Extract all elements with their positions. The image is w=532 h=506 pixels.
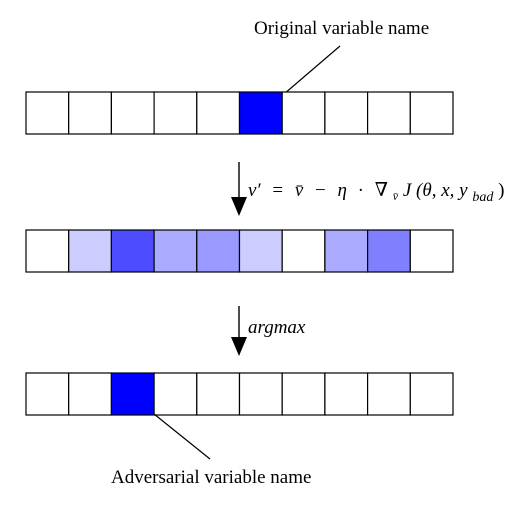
adversarial-row-cell bbox=[110, 372, 155, 416]
original-row-cell bbox=[25, 91, 70, 135]
gradient-row-cell bbox=[409, 229, 454, 273]
original-row-cell bbox=[196, 91, 241, 135]
formula-v-prime: v′ bbox=[248, 180, 261, 201]
gradient-row-cell bbox=[196, 229, 241, 273]
original-row bbox=[25, 91, 454, 135]
gradient-row-cell bbox=[110, 229, 155, 273]
adversarial-row bbox=[25, 372, 454, 416]
gradient-row bbox=[25, 229, 454, 273]
adversarial-row-cell bbox=[409, 372, 454, 416]
original-label: Original variable name bbox=[254, 18, 429, 39]
adversarial-row-cell bbox=[25, 372, 70, 416]
original-row-cell bbox=[367, 91, 411, 135]
formula-v-bar: v̄ bbox=[295, 180, 304, 201]
formula-minus: − bbox=[315, 180, 326, 201]
formula-args: (θ, x, y bbox=[416, 180, 468, 201]
original-row-cell bbox=[238, 91, 283, 135]
formula-bad-subscript: bad bbox=[472, 190, 494, 205]
adversarial-row-cell bbox=[367, 372, 411, 416]
formula-eta: η bbox=[337, 180, 346, 201]
formula-close-paren: ) bbox=[498, 180, 504, 201]
adversarial-row-cell bbox=[68, 372, 112, 416]
adversarial-row-cell bbox=[238, 372, 283, 416]
adversarial-row-cell bbox=[324, 372, 369, 416]
formula-J: J bbox=[403, 180, 413, 201]
argmax-step-arrow bbox=[231, 306, 247, 356]
gradient-row-cell bbox=[153, 229, 198, 273]
gradient-row-cell bbox=[367, 229, 411, 273]
original-row-cell bbox=[68, 91, 112, 135]
original-row-cell bbox=[110, 91, 155, 135]
adversarial-row-cell bbox=[196, 372, 241, 416]
formula-nabla: ∇ bbox=[375, 180, 388, 201]
original-row-cell bbox=[324, 91, 369, 135]
adversarial-callout-line bbox=[153, 413, 211, 460]
formula-nabla-subscript: v̄ bbox=[393, 189, 399, 203]
adversarial-label: Adversarial variable name bbox=[111, 467, 311, 488]
gradient-row-cell bbox=[324, 229, 369, 273]
argmax-label: argmax bbox=[248, 317, 306, 338]
original-callout-line bbox=[283, 45, 341, 95]
gradient-row-cell bbox=[238, 229, 283, 273]
adversarial-row-cell bbox=[281, 372, 326, 416]
original-row-cell bbox=[281, 91, 326, 135]
gradient-formula: v′ = v̄ − η · ∇ v̄ J (θ, x, y bad ) bbox=[248, 180, 504, 206]
formula-equals: = bbox=[272, 180, 283, 201]
gradient-row-cell bbox=[25, 229, 70, 273]
gradient-step-arrow bbox=[231, 162, 247, 216]
adversarial-row-cell bbox=[153, 372, 198, 416]
gradient-row-cell bbox=[281, 229, 326, 273]
formula-dot: · bbox=[358, 180, 364, 201]
gradient-row-cell bbox=[68, 229, 112, 273]
original-row-cell bbox=[153, 91, 198, 135]
original-row-cell bbox=[409, 91, 454, 135]
